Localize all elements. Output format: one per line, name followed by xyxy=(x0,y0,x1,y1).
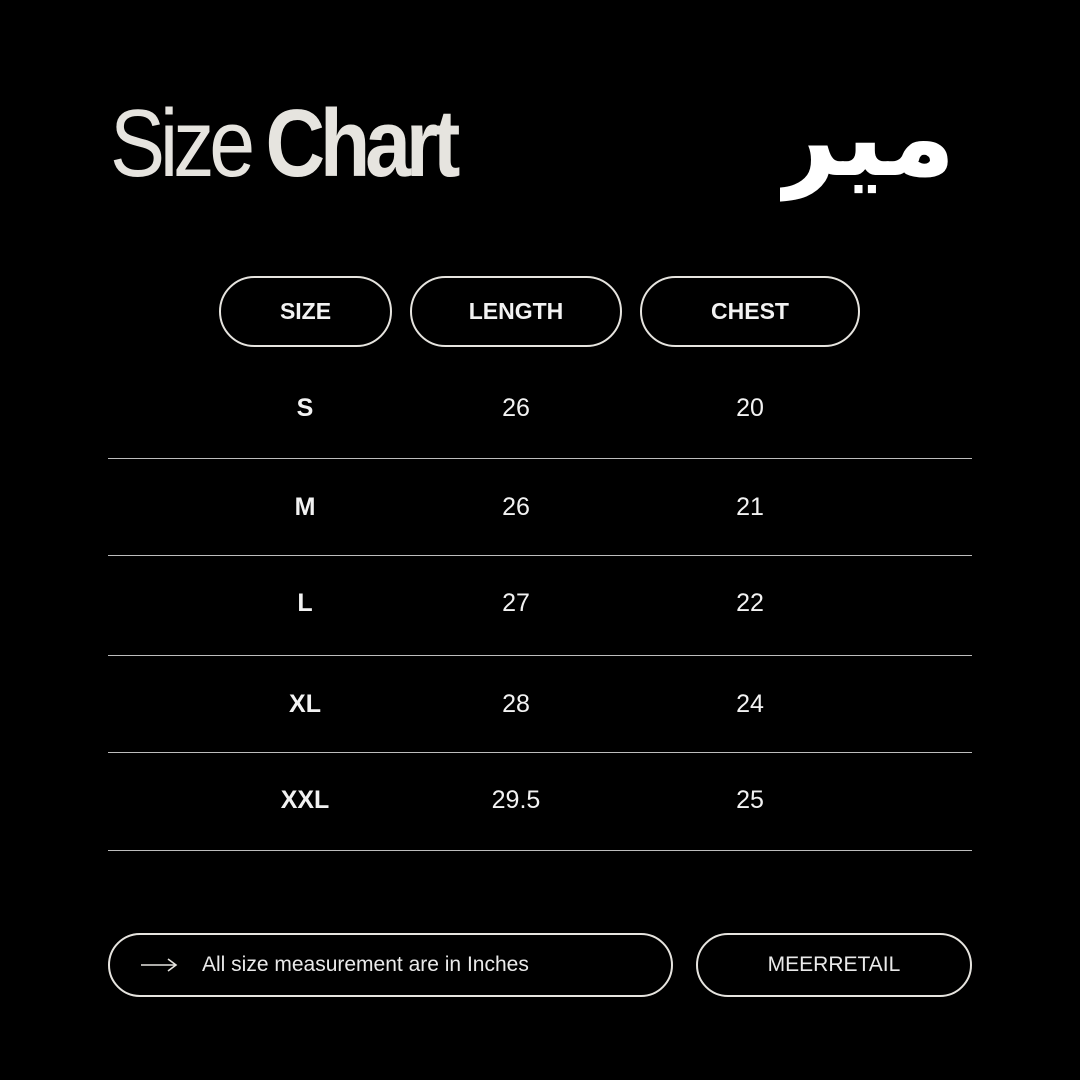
title-chart: Chart xyxy=(265,90,460,197)
cell-length: 26 xyxy=(502,394,530,422)
logo-text: میر xyxy=(780,80,950,202)
brand-name: MEERRETAIL xyxy=(767,953,901,976)
row-divider xyxy=(108,555,972,556)
cell-chest: 24 xyxy=(736,690,764,718)
title-size: Size xyxy=(110,90,255,197)
arrow-right-icon xyxy=(141,958,178,972)
cell-chest: 21 xyxy=(736,493,764,521)
page-title: Size Chart xyxy=(110,96,460,192)
cell-size: XL xyxy=(289,690,321,718)
cell-length: 29.5 xyxy=(491,786,541,814)
cell-chest: 25 xyxy=(736,786,764,814)
row-divider xyxy=(108,752,972,753)
row-divider xyxy=(108,655,972,656)
row-divider xyxy=(108,850,972,851)
measurement-note: All size measurement are in Inches xyxy=(108,933,673,997)
cell-length: 26 xyxy=(502,493,530,521)
column-header-size: SIZE xyxy=(219,276,392,347)
column-header-length: LENGTH xyxy=(410,276,622,347)
brand-logo: میر xyxy=(780,80,950,202)
cell-chest: 20 xyxy=(736,394,764,422)
cell-size: M xyxy=(294,493,316,521)
cell-length: 28 xyxy=(502,690,530,718)
cell-chest: 22 xyxy=(736,589,764,617)
cell-length: 27 xyxy=(502,589,530,617)
row-divider xyxy=(108,458,972,459)
cell-size: S xyxy=(296,394,314,422)
cell-size: L xyxy=(297,589,313,617)
brand-name-pill: MEERRETAIL xyxy=(696,933,972,997)
cell-size: XXL xyxy=(280,786,330,814)
measurement-note-text: All size measurement are in Inches xyxy=(202,953,529,976)
column-header-chest: CHEST xyxy=(640,276,860,347)
